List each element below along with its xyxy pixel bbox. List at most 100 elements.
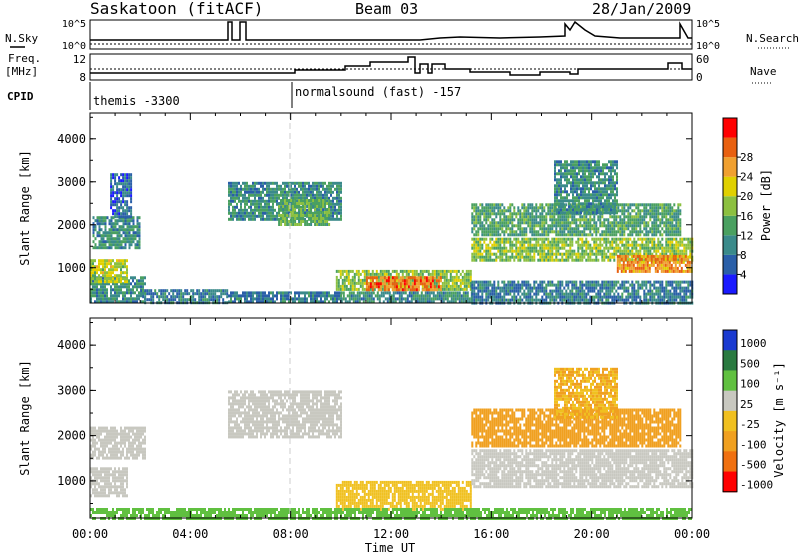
power-cell <box>592 202 594 206</box>
power-cell <box>653 243 656 247</box>
power-cell <box>314 187 316 191</box>
power-cell <box>359 281 362 285</box>
power-cell <box>584 184 586 188</box>
power-cell <box>278 187 280 191</box>
power-cell <box>554 199 556 203</box>
power-cell <box>112 271 114 275</box>
power-cell <box>328 214 331 217</box>
power-cell <box>631 203 634 207</box>
power-cell <box>124 212 127 216</box>
power-cell <box>340 187 342 191</box>
power-cell <box>202 292 205 296</box>
power-cell <box>623 221 626 225</box>
power-cell <box>409 285 412 289</box>
power-cell <box>607 227 610 231</box>
power-cell <box>676 266 679 270</box>
power-cell <box>250 184 252 188</box>
cpid-entry-normalsound: normalsound (fast) -157 <box>295 85 461 99</box>
power-cell <box>635 243 638 247</box>
power-cell <box>130 288 132 292</box>
power-cell <box>236 181 238 185</box>
power-cell <box>677 252 680 256</box>
power-cell <box>574 190 576 194</box>
power-cell <box>608 199 610 203</box>
power-cell <box>340 300 343 304</box>
power-cell <box>657 203 660 207</box>
power-cell <box>564 184 566 188</box>
power-cell <box>617 206 620 210</box>
power-cell <box>503 233 506 237</box>
power-cell <box>560 208 562 212</box>
power-cell <box>609 230 612 234</box>
power-cell <box>357 278 360 282</box>
power-cell <box>378 300 381 304</box>
power-cell <box>397 288 400 292</box>
power-cell <box>535 237 538 241</box>
power-cell <box>124 237 127 241</box>
power-cell <box>415 269 418 273</box>
power-cell <box>114 274 116 278</box>
power-cell <box>593 221 596 225</box>
power-cell <box>341 269 344 273</box>
power-cell <box>499 246 502 250</box>
power-cell <box>620 269 623 273</box>
power-cell <box>326 193 328 197</box>
power-cell <box>268 187 270 191</box>
power-cell <box>282 217 285 220</box>
power-cell <box>422 294 425 298</box>
power-cell <box>324 291 326 295</box>
power-cell <box>513 224 516 228</box>
power-cell <box>124 188 127 192</box>
power-cell <box>523 230 526 234</box>
power-cell <box>521 252 524 256</box>
power-cell <box>402 297 405 301</box>
power-cell <box>236 214 238 218</box>
power-cell <box>527 249 530 253</box>
power-cell <box>338 193 340 197</box>
power-cell <box>541 206 544 210</box>
power-cell <box>116 173 119 177</box>
power-cell <box>152 292 155 296</box>
power-cell <box>425 276 428 280</box>
power-cell <box>554 190 556 194</box>
power-cell <box>568 199 570 203</box>
power-cell <box>216 295 219 299</box>
power-cell <box>94 237 97 241</box>
power-cell <box>130 185 133 189</box>
power-cell <box>650 254 653 258</box>
power-cell <box>475 221 478 225</box>
power-cell <box>671 218 674 222</box>
power-cell <box>564 187 566 191</box>
power-cell <box>428 297 431 301</box>
power-cell <box>390 300 393 304</box>
power-cell <box>106 262 108 266</box>
power-cell <box>669 237 672 241</box>
power-cell <box>669 224 672 228</box>
power-cell <box>559 221 562 225</box>
power-cell <box>635 233 638 237</box>
power-cell <box>312 297 314 301</box>
power-cell <box>648 266 651 270</box>
power-cell <box>604 190 606 194</box>
power-cell <box>290 193 292 197</box>
power-cell <box>627 224 630 228</box>
power-cell <box>475 212 478 216</box>
power-cell <box>642 269 645 273</box>
power-cell <box>296 202 299 205</box>
power-cell <box>561 233 564 237</box>
power-cell <box>383 279 386 283</box>
power-cell <box>337 269 340 273</box>
power-cell <box>598 187 600 191</box>
power-cell <box>529 227 532 231</box>
power-cell <box>110 297 112 301</box>
power-cell <box>116 280 118 284</box>
power-cell <box>204 292 207 296</box>
power-cell <box>164 295 167 299</box>
power-cell <box>294 291 296 295</box>
power-cell <box>258 196 260 200</box>
power-cell <box>434 297 437 301</box>
power-cell <box>509 212 512 216</box>
power-cell <box>296 291 298 295</box>
power-cell <box>112 188 115 192</box>
power-cell <box>328 187 330 191</box>
